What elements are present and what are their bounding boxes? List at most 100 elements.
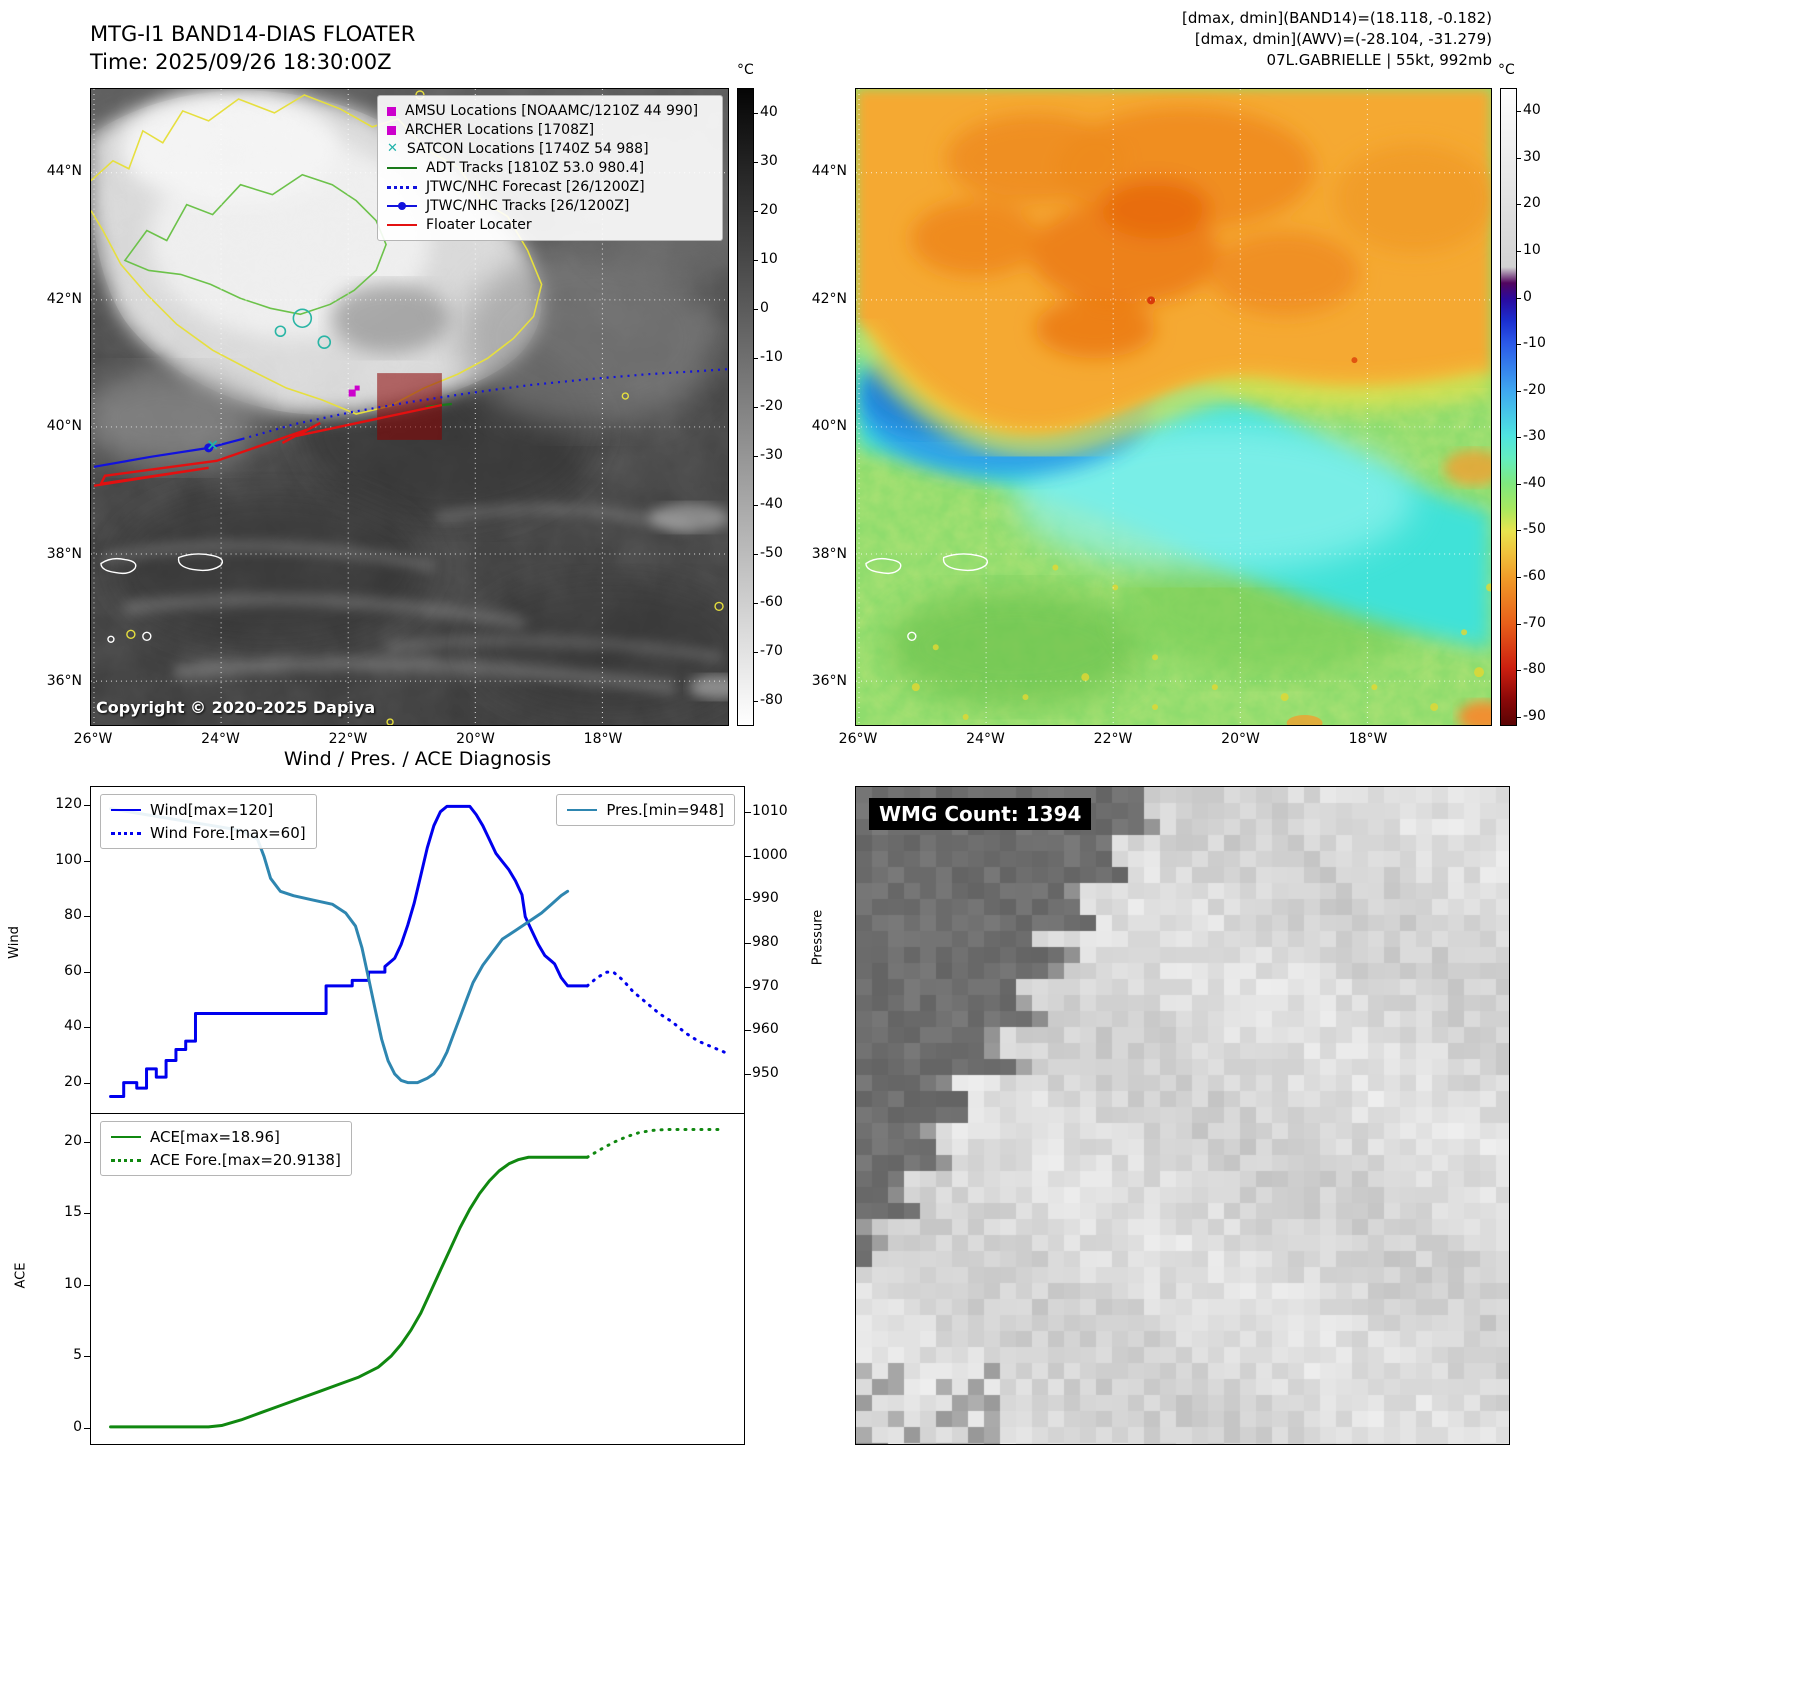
axis-tick-label: 980 — [752, 934, 798, 950]
lon-tick-label: 24°W — [956, 731, 1016, 747]
axis-tick-mark — [745, 856, 751, 857]
colorbar-tick-mark — [754, 554, 758, 555]
legend-row: JTWC/NHC Tracks [26/1200Z] — [387, 198, 713, 214]
series-line — [111, 806, 588, 1096]
axis-tick-mark — [84, 972, 90, 973]
legend-label: AMSU Locations [NOAAMC/1210Z 44 990] — [405, 103, 698, 119]
colorbar-tick-label: -50 — [1523, 521, 1565, 537]
square-marker — [387, 107, 396, 116]
colorbar-tick-mark — [1517, 484, 1521, 485]
legend-dot — [398, 202, 406, 210]
axis-tick-mark — [84, 1428, 90, 1429]
axis-tick-mark — [84, 1027, 90, 1028]
legend-label: ACE[max=18.96] — [150, 1128, 280, 1146]
colorbar-tick-label: -10 — [1523, 335, 1565, 351]
colorbar-tick-label: -40 — [1523, 475, 1565, 491]
wmg-image-canvas — [856, 787, 1509, 1444]
lat-tick-label: 36°N — [795, 673, 847, 689]
legend-label: JTWC/NHC Forecast [26/1200Z] — [426, 179, 645, 195]
series-line — [111, 809, 568, 1083]
legend-row: Pres.[min=948] — [567, 801, 724, 819]
wmg-panel — [855, 786, 1510, 1445]
axis-tick-mark — [84, 861, 90, 862]
axis-tick-label: 950 — [752, 1065, 798, 1081]
axis-tick-mark — [84, 1142, 90, 1143]
colorbar-tick-label: -60 — [1523, 568, 1565, 584]
colorbar-tick-mark — [1517, 204, 1521, 205]
axis-tick-mark — [745, 899, 751, 900]
lon-tick-label: 22°W — [1083, 731, 1143, 747]
lat-tick-label: 36°N — [30, 673, 82, 689]
colorbar-tick-mark — [1517, 530, 1521, 531]
axis-tick-label: 100 — [36, 852, 82, 868]
axis-tick-label: 0 — [36, 1419, 82, 1435]
awv-map — [855, 88, 1492, 726]
colorbar-tick-label: 0 — [760, 300, 802, 316]
legend-row: ✕ SATCON Locations [1740Z 54 988] — [387, 141, 713, 157]
axis-tick-mark — [84, 1285, 90, 1286]
legend-label: Pres.[min=948] — [606, 801, 724, 819]
legend-row: AMSU Locations [NOAAMC/1210Z 44 990] — [387, 103, 713, 119]
square-marker — [387, 126, 396, 135]
lon-tick-label: 26°W — [63, 731, 123, 747]
line-solid-marker — [111, 1136, 141, 1138]
wind-legend: Wind[max=120] Wind Fore.[max=60] — [100, 794, 317, 849]
band14-legend: AMSU Locations [NOAAMC/1210Z 44 990] ARCH… — [377, 95, 723, 241]
wmg-count-badge: WMG Count: 1394 — [869, 798, 1091, 830]
lon-tick-label: 20°W — [1211, 731, 1271, 747]
awv-header-line1: [dmax, dmin](BAND14)=(18.118, -0.182) — [1100, 8, 1492, 29]
legend-label: Wind Fore.[max=60] — [150, 824, 306, 842]
axis-tick-label: 10 — [36, 1276, 82, 1292]
series-line — [587, 1130, 718, 1158]
band14-title-line1: MTG-I1 BAND14-DIAS FLOATER — [90, 20, 415, 48]
colorbar-tick-label: -20 — [760, 398, 802, 414]
colorbar-tick-mark — [754, 211, 758, 212]
colorbar-tick-label: -20 — [1523, 382, 1565, 398]
awv-header: [dmax, dmin](BAND14)=(18.118, -0.182) [d… — [1100, 8, 1492, 71]
legend-label: ADT Tracks [1810Z 53.0 980.4] — [426, 160, 644, 176]
series-line — [587, 972, 724, 1052]
archer-marker — [355, 386, 360, 391]
ace-legend: ACE[max=18.96] ACE Fore.[max=20.9138] — [100, 1121, 352, 1176]
colorbar-tick-mark — [1517, 577, 1521, 578]
colorbar-tick-label: -70 — [760, 643, 802, 659]
colorbar-tick-mark — [1517, 298, 1521, 299]
colorbar-tick-label: -70 — [1523, 615, 1565, 631]
axis-tick-label: 120 — [36, 796, 82, 812]
axis-tick-label: 960 — [752, 1021, 798, 1037]
colorbar-tick-label: -30 — [760, 447, 802, 463]
legend-row: JTWC/NHC Forecast [26/1200Z] — [387, 179, 713, 195]
legend-row: ACE[max=18.96] — [111, 1128, 341, 1146]
colorbar-tick-mark — [1517, 717, 1521, 718]
band14-colorbar — [737, 88, 754, 726]
line-dot-marker — [387, 202, 417, 211]
colorbar-tick-mark — [754, 309, 758, 310]
colorbar-tick-label: 0 — [1523, 289, 1565, 305]
axis-tick-label: 1010 — [752, 803, 798, 819]
axis-tick-label: 80 — [36, 907, 82, 923]
awv-header-line2: [dmax, dmin](AWV)=(-28.104, -31.279) — [1100, 29, 1492, 50]
colorbar-tick-label: -50 — [760, 545, 802, 561]
colorbar-tick-mark — [754, 505, 758, 506]
line-solid-marker — [111, 809, 141, 811]
diagnosis-title: Wind / Pres. / ACE Diagnosis — [90, 748, 745, 770]
colorbar-tick-mark — [754, 260, 758, 261]
axis-tick-mark — [84, 1213, 90, 1214]
lat-tick-label: 38°N — [30, 546, 82, 562]
pressure-legend: Pres.[min=948] — [556, 794, 735, 826]
axis-tick-label: 1000 — [752, 847, 798, 863]
figure: MTG-I1 BAND14-DIAS FLOATER Time: 2025/09… — [0, 0, 1797, 1690]
colorbar-tick-label: -10 — [760, 349, 802, 365]
colorbar-tick-label: -30 — [1523, 428, 1565, 444]
colorbar-tick-mark — [754, 652, 758, 653]
lat-tick-label: 44°N — [795, 163, 847, 179]
axis-tick-label: 60 — [36, 963, 82, 979]
awv-colorbar — [1500, 88, 1517, 726]
lon-tick-label: 18°W — [573, 731, 633, 747]
colorbar-tick-label: 10 — [1523, 242, 1565, 258]
lat-tick-label: 42°N — [795, 291, 847, 307]
axis-tick-label: 40 — [36, 1018, 82, 1034]
line-dotted-marker — [111, 1159, 141, 1162]
colorbar-tick-label: 30 — [1523, 149, 1565, 165]
colorbar-tick-label: 40 — [760, 104, 802, 120]
